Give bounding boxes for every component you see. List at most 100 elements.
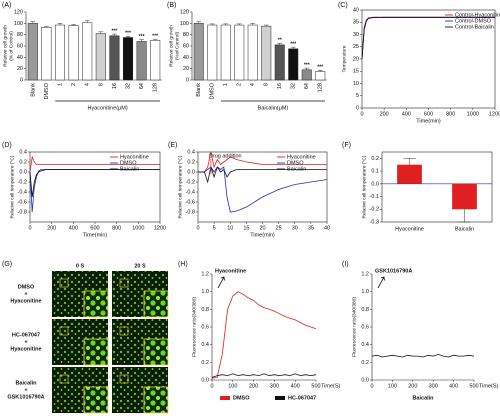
legend-label: HC-067047	[288, 395, 316, 401]
series-line	[29, 155, 160, 173]
x-tick-label: Blank	[30, 83, 36, 97]
y-tick-label: 0.0	[371, 181, 379, 187]
y-tick-label: -0.6	[18, 199, 27, 205]
y-axis-label: Relative cell temperature (°C)	[361, 155, 367, 218]
zoom-inset	[143, 290, 169, 318]
x-tick-label: 300	[429, 383, 438, 389]
x-tick-label: 8	[98, 83, 104, 86]
legend-label: Control-DMSO	[455, 18, 492, 24]
x-tick-label: DMSO	[210, 82, 216, 99]
bar	[82, 22, 93, 81]
plot-frame	[381, 151, 493, 223]
x-tick-label: 800	[446, 111, 455, 117]
y-tick-label: -0.2	[186, 179, 195, 185]
zoom-source	[59, 278, 69, 288]
y-tick-label: 60	[17, 43, 23, 49]
x-tick-label: 64	[304, 83, 310, 89]
bar	[136, 41, 147, 81]
y-tick-label: 0.6	[361, 324, 369, 330]
panel-label: (C)	[338, 2, 348, 9]
bar	[207, 24, 218, 81]
x-tick-label: 32	[125, 83, 131, 89]
zoom-source	[119, 374, 129, 384]
bar	[274, 44, 285, 81]
y-tick-label: 0	[186, 77, 189, 83]
y-tick-label: -0.8	[18, 209, 27, 215]
y-axis-label: Relative cell temperature (°C)	[177, 155, 183, 218]
legend-label: Baicalin	[120, 166, 139, 172]
x-axis-label: Time(min)	[416, 118, 441, 124]
bar	[315, 71, 326, 81]
plot-frame	[197, 151, 328, 223]
bar	[68, 25, 79, 81]
column-label: 0 S	[76, 263, 85, 269]
x-tick-label: 16	[277, 83, 283, 89]
y-tick-label: 0	[20, 77, 23, 83]
x-tick-label: DMSO	[44, 82, 50, 99]
x-tick-label: 400	[291, 383, 300, 389]
bar	[27, 23, 38, 81]
zoom-source	[59, 326, 69, 336]
y-tick-label: 0.8	[201, 307, 209, 313]
y-tick-label: -0.6	[186, 199, 195, 205]
zoom-inset	[143, 338, 169, 366]
x-tick-label: 2	[71, 83, 77, 86]
zoom-source	[119, 278, 129, 288]
x-tick-label: 15	[243, 225, 249, 231]
series-line	[211, 291, 317, 379]
row-label: +	[24, 291, 27, 297]
y-tick-label: 1.2	[201, 271, 209, 277]
y-tick-label: 0.0	[361, 377, 369, 383]
row-label: Hyaconitine	[10, 346, 41, 352]
panel-label: (B)	[167, 2, 176, 9]
annotation-arrow	[377, 276, 385, 289]
x-tick-label: 0	[370, 383, 373, 389]
legend-label: DMSO	[233, 395, 250, 401]
x-tick-label: 800	[112, 225, 121, 231]
y-tick-label: 0.4	[19, 149, 27, 155]
y-tick-label: 60	[183, 43, 189, 49]
x-tick-label: 128	[318, 83, 324, 92]
y-tick-label: 20	[183, 66, 189, 72]
x-tick-label: 25	[276, 225, 282, 231]
zoom-source	[119, 326, 129, 336]
x-tick-label: 400	[449, 383, 458, 389]
y-tick-label: 1.0	[201, 289, 209, 295]
significance: ***	[304, 62, 310, 68]
x-tick-label: 30	[292, 225, 298, 231]
y-tick-label: 20	[17, 66, 23, 72]
y-tick-label: -0.4	[18, 189, 27, 195]
x-tick-label: 2	[237, 83, 243, 86]
x-axis-label: Time(min)	[83, 232, 108, 238]
x-tick-label: 0	[210, 383, 213, 389]
x-tick-label: 400	[402, 111, 411, 117]
x-tick-label: 1000	[132, 225, 144, 231]
y-tick-label: 120	[180, 9, 189, 15]
y-tick-label: 10	[353, 81, 359, 87]
zoom-inset	[143, 386, 169, 414]
row-label: DMSO	[18, 284, 35, 290]
bar	[122, 37, 134, 81]
row-label: Hyaconitine	[10, 298, 41, 304]
y-tick-label: -0.2	[18, 179, 27, 185]
x-tick-label: 10	[227, 225, 233, 231]
plot-frame	[29, 151, 161, 223]
row-label: +	[24, 339, 27, 345]
y-tick-label: -0.1	[370, 194, 379, 200]
x-tick-label: 40	[324, 225, 330, 231]
significance: **	[278, 37, 282, 43]
y-tick-label: 40	[17, 55, 23, 61]
x-tick-label: 500	[469, 383, 478, 389]
y-tick-label: -0.3	[370, 219, 379, 225]
y-tick-label: 0.8	[361, 307, 369, 313]
bar	[397, 164, 422, 184]
x-tick-label: 0	[196, 225, 199, 231]
legend-label: Control-Hyaconitine	[455, 12, 500, 18]
bar	[452, 183, 477, 210]
x-tick-label: 600	[424, 111, 433, 117]
y-tick-label: 0.4	[187, 149, 195, 155]
x-tick-label: 100	[228, 383, 237, 389]
bar	[301, 69, 312, 81]
zoom-source	[59, 374, 69, 384]
panel-label: (I)	[342, 261, 349, 268]
